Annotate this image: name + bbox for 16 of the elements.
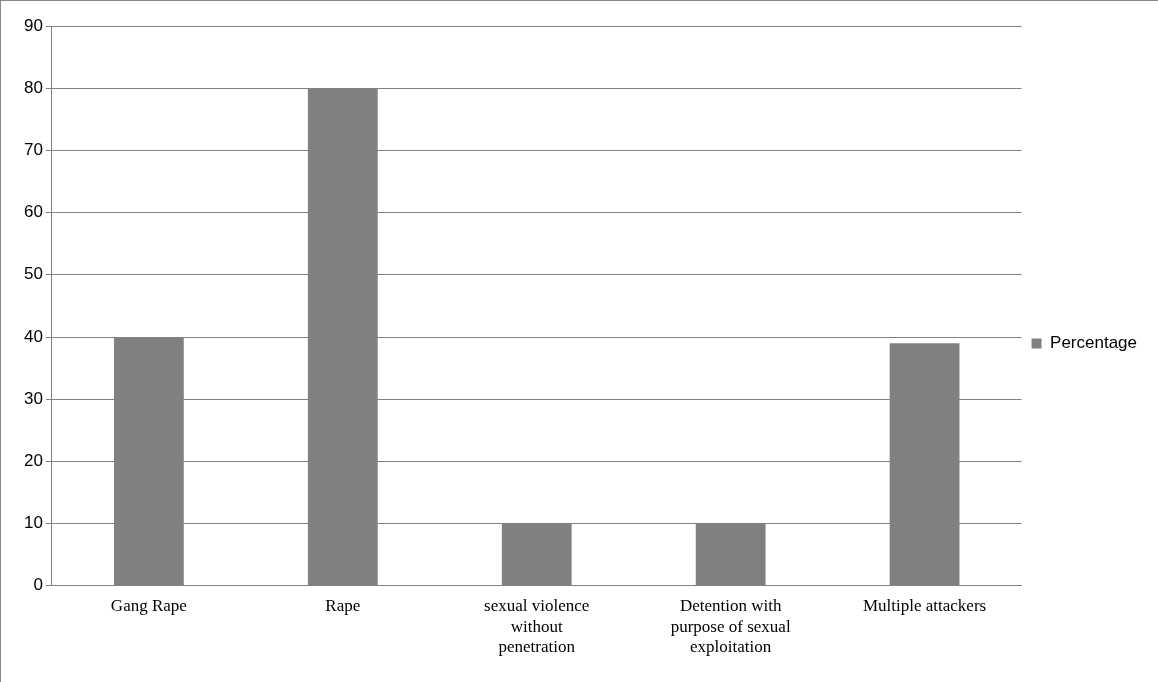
x-tick-label: Rape <box>325 596 361 616</box>
x-tick-label: Detention with purpose of sexual exploitation <box>670 596 791 657</box>
x-tick-label: Gang Rape <box>110 596 187 616</box>
legend-label: Percentage <box>1050 333 1137 353</box>
y-tick-label: 60 <box>23 202 43 222</box>
y-tick-label: 40 <box>23 326 43 346</box>
y-tick-label: 0 <box>33 575 43 595</box>
y-tick-label: 80 <box>23 77 43 97</box>
x-tick-label: Multiple attackers <box>862 596 987 616</box>
y-tick-label: 30 <box>23 388 43 408</box>
y-tick-label: 50 <box>23 264 43 284</box>
y-tick-label: 70 <box>23 140 43 160</box>
y-tick-label: 90 <box>23 15 43 35</box>
x-tick-label: sexual violence without penetration <box>484 596 590 657</box>
y-tick-label: 20 <box>23 451 43 471</box>
y-tick-label: 10 <box>23 513 43 533</box>
